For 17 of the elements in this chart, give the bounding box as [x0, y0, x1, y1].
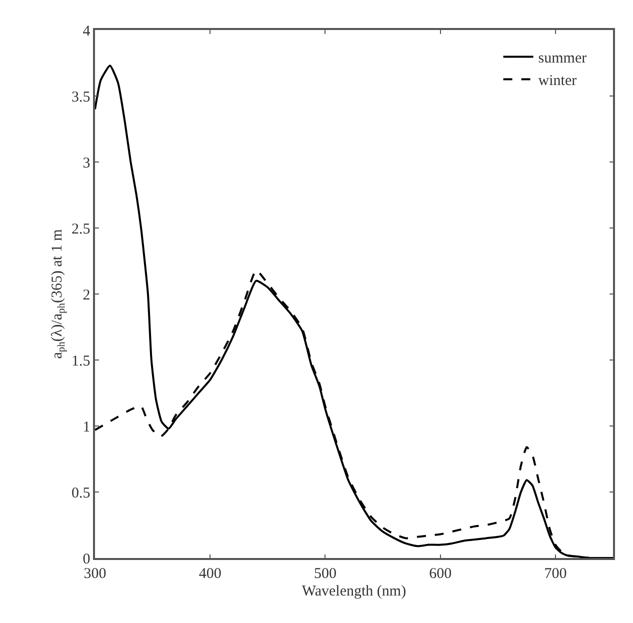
x-tick-label: 500	[314, 566, 336, 582]
x-axis-title: Wavelength (nm)	[302, 583, 406, 600]
y-tick-label: 2.5	[72, 221, 90, 238]
y-tick-label: 3	[82, 155, 90, 172]
x-tick-label: 700	[544, 566, 567, 582]
y-tick-label: 3.5	[72, 89, 90, 106]
y-tick-label: 1	[82, 419, 90, 436]
y-tick-label: 4	[82, 23, 91, 40]
x-tick-label: 300	[84, 566, 106, 582]
x-tick-label: 600	[429, 566, 452, 582]
x-tick-label: 400	[198, 566, 222, 582]
legend-label: winter	[538, 73, 577, 90]
legend-label: summer	[538, 50, 587, 67]
y-tick-label: 0	[82, 551, 90, 568]
y-tick-label: 2	[82, 287, 90, 304]
y-tick-label: 1.5	[72, 353, 90, 370]
y-tick-label: 0.5	[72, 485, 90, 502]
